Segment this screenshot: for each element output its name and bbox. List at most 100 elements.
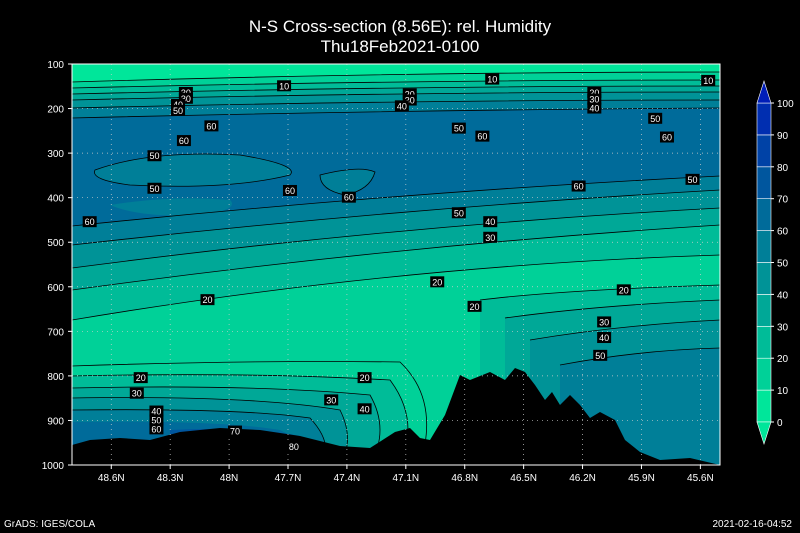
colorbar-label: 90 xyxy=(777,131,789,142)
colorbar-label: 20 xyxy=(777,354,789,365)
colorbar-segment xyxy=(756,102,772,136)
contour-label-text: 70 xyxy=(230,427,240,437)
contour-label: 40 xyxy=(357,403,372,415)
contour-label: 60 xyxy=(659,131,674,143)
contour-label-text: 20 xyxy=(432,277,442,287)
contour-label-text: 50 xyxy=(173,106,183,116)
contour-label-text: 20 xyxy=(589,88,599,98)
y-tick-label: 100 xyxy=(47,60,64,71)
contour-label-text: 60 xyxy=(344,193,354,203)
contour-label: 20 xyxy=(200,294,215,306)
contour-label: 50 xyxy=(451,122,466,134)
plot-area: 1010103030405020304020304060605050605060… xyxy=(72,64,720,465)
plot-frame xyxy=(71,63,721,466)
dry-pocket-2 xyxy=(110,198,232,216)
contour-label-box xyxy=(648,112,663,124)
contour-label: 50 xyxy=(451,207,466,219)
x-tick-label: 45.6N xyxy=(687,473,714,484)
colorbar-label: 100 xyxy=(777,99,794,110)
contour-label-text: 60 xyxy=(285,186,295,196)
x-tick-label: 46.2N xyxy=(569,473,596,484)
contour-label-text: 20 xyxy=(619,285,629,295)
contour-label-box xyxy=(485,73,500,85)
contour-label-text: 10 xyxy=(279,81,289,91)
contour-label-text: 40 xyxy=(485,217,495,227)
contour-label: 20 xyxy=(133,372,148,384)
y-tick-label: 800 xyxy=(47,372,64,383)
contour-label: 20 xyxy=(430,276,445,288)
contour-label-text: 60 xyxy=(574,182,584,192)
x-tick-label: 47.1N xyxy=(392,473,419,484)
contour-label-text: 50 xyxy=(151,415,161,425)
y-tick-label: 400 xyxy=(47,194,64,205)
contour-label: 60 xyxy=(282,184,297,196)
contour-label-box xyxy=(357,403,372,415)
contour-label: 20 xyxy=(587,86,602,98)
footer-credit: GrADS: IGES/COLA xyxy=(4,519,96,530)
contour-label-box xyxy=(430,276,445,288)
contour-label-text: 50 xyxy=(595,351,605,361)
contour-label-box xyxy=(171,98,186,110)
contour-label-box xyxy=(149,414,164,426)
contour-label: 40 xyxy=(394,100,409,112)
contour-label-box xyxy=(147,182,162,194)
contour-line xyxy=(72,79,720,89)
x-tick-label: 48N xyxy=(220,473,238,484)
contour-label-text: 40 xyxy=(397,101,407,111)
contour-label: 70 xyxy=(227,425,242,437)
contour-label-text: 80 xyxy=(289,442,299,452)
contour-label-text: 40 xyxy=(589,104,599,114)
contour-label: 10 xyxy=(485,73,500,85)
contour-label-text: 10 xyxy=(703,76,713,86)
contour-line xyxy=(479,284,720,301)
colorbar-segment xyxy=(756,134,772,168)
contour-label: 80 xyxy=(286,441,301,453)
contour-label-box xyxy=(171,104,186,116)
contour-label-text: 60 xyxy=(662,133,672,143)
contour-line xyxy=(529,319,720,341)
y-tick-label: 700 xyxy=(47,327,64,338)
contour-label-box xyxy=(227,425,242,437)
contour-line xyxy=(72,361,428,465)
contour-label: 40 xyxy=(483,216,498,228)
contour-label-box xyxy=(685,173,700,185)
y-tick-label: 600 xyxy=(47,283,64,294)
contour-label-text: 20 xyxy=(360,373,370,383)
contour-label-box xyxy=(483,231,498,243)
contour-label: 60 xyxy=(571,180,586,192)
contour-label-box xyxy=(483,216,498,228)
colorbar-segment xyxy=(756,357,772,391)
contour-label: 30 xyxy=(402,94,417,106)
contour-label-box xyxy=(133,372,148,384)
dry-pocket-1 xyxy=(94,154,292,187)
contour-label: 50 xyxy=(147,150,162,162)
contour-label-text: 50 xyxy=(149,151,159,161)
contour-label: 30 xyxy=(178,92,193,104)
contour-line xyxy=(72,386,381,465)
x-tick-label: 46.8N xyxy=(451,473,478,484)
contour-label-box xyxy=(616,284,631,296)
contour-label-box xyxy=(178,92,193,104)
colorbar-label: 0 xyxy=(777,418,783,429)
contour-label-box xyxy=(597,332,612,344)
contour-label-text: 50 xyxy=(454,124,464,134)
contour-label-box xyxy=(82,216,97,228)
contour-label: 50 xyxy=(171,104,186,116)
contour-line xyxy=(72,224,720,291)
contour-label-text: 40 xyxy=(151,407,161,417)
contour-label-box xyxy=(324,394,339,406)
contour-label: 40 xyxy=(587,102,602,114)
contour-label-box xyxy=(587,102,602,114)
x-tick-label: 46.5N xyxy=(510,473,537,484)
contour-label-text: 60 xyxy=(206,121,216,131)
contour-label-box xyxy=(597,316,612,328)
contour-line xyxy=(72,189,720,246)
contour-label-box xyxy=(475,130,490,142)
x-axis: 48.6N 48.3N 48N 47.7N 47.4N 47.1N 46.8N 46.5N 46… xyxy=(98,465,714,484)
contour-label-text: 10 xyxy=(487,75,497,85)
dry-pocket-3 xyxy=(320,169,375,195)
contour-label-text: 50 xyxy=(688,175,698,185)
contour-label-text: 40 xyxy=(360,404,370,414)
colorbar-segment xyxy=(756,389,772,423)
contour-label-box xyxy=(129,387,144,399)
